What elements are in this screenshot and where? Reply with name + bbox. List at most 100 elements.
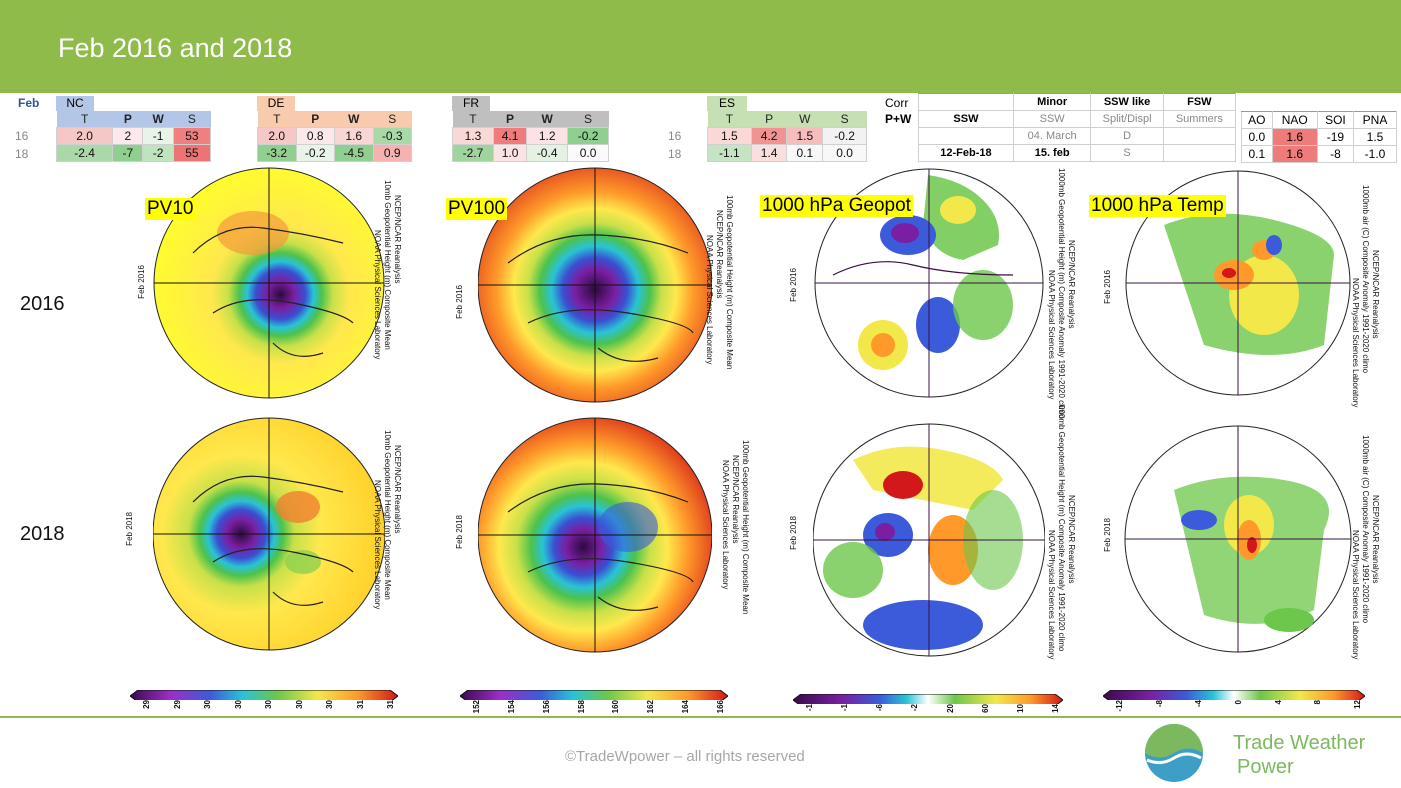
colorbar-tick-label: -2 (910, 704, 920, 712)
map-caption-source: NCEP/NCAR Reanalysis (1067, 495, 1076, 584)
region-de-label: DE (257, 96, 295, 111)
map-temp-2018 (1124, 425, 1352, 653)
table-cell: 1.0 (492, 144, 528, 162)
colorbar-tick-label: -1 (805, 704, 814, 712)
colorbar-tick-label: 30 (264, 700, 273, 709)
map-caption: 100mb Geopotential Height (m) Composite … (741, 440, 750, 615)
table-cell: -8 (1316, 145, 1355, 163)
table-cell: D (1090, 127, 1164, 145)
sub-header: Split/Displ (1090, 110, 1164, 128)
map-caption: 1000mb air (C) Composite Anomaly 1991-20… (1361, 185, 1370, 374)
col-header: W (142, 111, 174, 128)
map-caption: 10mb Geopotential Height (m) Composite M… (383, 180, 392, 350)
map-caption: 000mb Geopotential Height (m) Composite … (1057, 405, 1066, 652)
colorbar-tick-label: 31 (355, 700, 365, 709)
colorbar-tick-label: 20 (945, 704, 955, 713)
table-cell: -19 (1316, 128, 1355, 146)
colorbar-tick-label: 156 (541, 700, 551, 714)
colorbar-tick-label: 8 (1313, 700, 1323, 705)
map-caption-lab: NOAA Physical Sciences Laboratory (721, 460, 730, 590)
col-header: NAO (1271, 111, 1318, 129)
map-date-label: Feb 2018 (455, 515, 464, 549)
sub-header: Summers (1162, 110, 1237, 128)
map-label-pv100: PV100 (446, 198, 508, 220)
map-caption-lab: NOAA Physical Sciences Laboratory (1351, 278, 1360, 408)
header-bar: Feb 2016 and 2018 (0, 0, 1401, 93)
map-date-label: Feb 2018 (1103, 518, 1112, 552)
colorbar-tick-label: 30 (233, 700, 243, 709)
map-date-label: Feb 2016 (1103, 270, 1112, 304)
map-caption-lab: NOAA Physical Sciences Laboratory (1047, 530, 1056, 660)
table-cell: 1.6 (334, 127, 374, 145)
map-caption: 1000mb air (C) Composite Anomaly 1991-20… (1361, 435, 1370, 624)
map-caption-source: NCEP/NCAR Reanalysis (393, 195, 402, 284)
table-cell: S (1090, 144, 1164, 162)
corr-label: Corr (885, 96, 909, 110)
table-cell: -0.3 (372, 127, 412, 145)
table-cell: 04. March (1012, 127, 1092, 145)
colorbar-tick-label: 31 (386, 700, 395, 709)
colorbar-tick-label: 164 (681, 700, 691, 714)
map-pv10-2016 (153, 167, 385, 399)
table-cell: 53 (172, 127, 212, 145)
table-cell (1162, 144, 1237, 162)
table-cell: 55 (172, 144, 212, 162)
col-header: P (296, 111, 335, 128)
blank-cell (918, 93, 1014, 111)
col-header: S (567, 111, 609, 128)
table-cell: 1.6 (1271, 145, 1318, 163)
map-date-label: Feb 2018 (125, 512, 134, 546)
map-date-label: Feb 2016 (789, 268, 798, 302)
sub-header: SSW (1012, 110, 1092, 128)
col-header: P (493, 111, 527, 128)
region-fr-table: T P W S 1.3 4.1 1.2 -0.2 -2.7 1.0 -0.4 0… (452, 111, 609, 162)
table-cell: -0.2 (822, 127, 867, 145)
colorbar-tick-label: 12 (1353, 700, 1362, 709)
table-cell: -1.1 (707, 144, 752, 162)
map-date-label: Feb 2016 (137, 265, 146, 299)
region-fr-label: FR (452, 96, 490, 111)
col-header: W (334, 111, 373, 128)
table-cell: 1.5 (707, 127, 752, 145)
map-caption-lab: NOAA Physical Sciences Laboratory (1351, 530, 1360, 660)
table-cell: 2 (112, 127, 144, 145)
col-header: S (822, 111, 867, 128)
colorbar-tick-label: -12 (1115, 700, 1124, 712)
map-pv100-2018 (478, 417, 712, 653)
region-es-label: ES (707, 96, 747, 111)
region-es-table: T P W S 1.5 4.2 1.5 -0.2 -1.1 1.4 0.1 0.… (707, 111, 867, 162)
company-logo-icon (1145, 724, 1203, 782)
table-cell: 1.4 (750, 144, 788, 162)
table-cell: -1 (142, 127, 174, 145)
year-label: 18 (668, 147, 682, 161)
company-name: Trade Weather Power (1233, 731, 1365, 779)
company-name-line1: Trade Weather (1233, 732, 1366, 754)
region-de-table: T P W S 2.0 0.8 1.6 -0.3 -3.2 -0.2 -4.5 … (257, 111, 412, 162)
table-cell: -0.2 (567, 127, 609, 145)
indices-table: AO NAO SOI PNA 0.0 1.6 -19 1.5 0.1 1.6 -… (1241, 111, 1397, 163)
colorbar-tick-label: 154 (506, 700, 516, 714)
map-pv10-2018 (153, 417, 385, 651)
table-cell: 0.0 (567, 144, 609, 162)
map-caption-source: NCEP/NCAR Reanalysis (393, 445, 402, 534)
colorbar-tick-label: 29 (172, 700, 182, 709)
map-caption: 100mb Geopotential Height (m) Composite … (725, 195, 734, 370)
table-cell: 0.8 (295, 127, 335, 145)
colorbar-geopot (793, 694, 1063, 704)
colorbar-tick-label: 4 (1273, 700, 1283, 705)
table-cell: 0.0 (1241, 128, 1273, 146)
map-label-geopot: 1000 hPa Geopot (760, 195, 913, 217)
table-cell: 0.1 (1241, 145, 1273, 163)
table-cell: 2.0 (257, 127, 297, 145)
colorbar-pv100 (460, 690, 728, 700)
colorbar-tick-label: 0 (1234, 700, 1243, 705)
table-cell: 1.3 (452, 127, 494, 145)
col-header: T (707, 111, 752, 128)
table-cell: -0.2 (295, 144, 335, 162)
copyright-text: ©TradeWpower – all rights reserved (565, 748, 805, 765)
map-geopot-2018 (813, 423, 1045, 657)
table-cell: -2.7 (452, 144, 494, 162)
colorbar-tick-label: 166 (716, 700, 725, 714)
map-pv100-2016 (478, 167, 712, 403)
map-caption: 1000mb Geopotential Height (m) Composite… (1057, 168, 1066, 419)
